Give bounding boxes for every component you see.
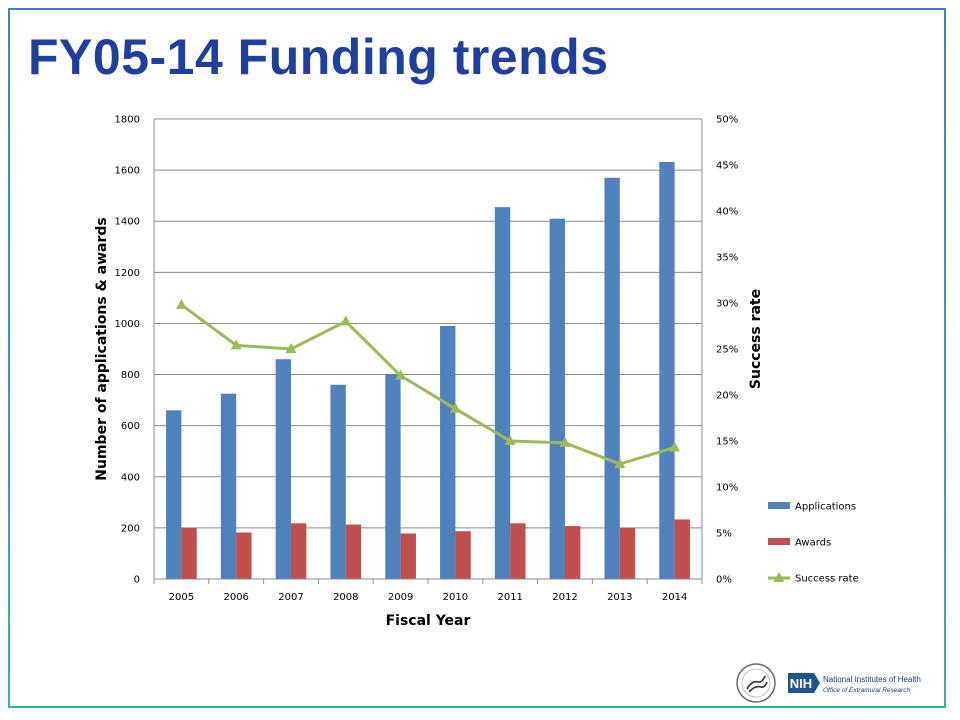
legend-label: Awards [795,538,831,549]
legend-label: Applications [795,502,856,513]
bar-applications [604,177,620,579]
bar-applications [330,384,346,579]
legend-swatch [768,538,790,545]
y2-tick-label: 25% [716,345,738,356]
bar-awards [455,531,471,579]
success-rate-marker [449,402,461,413]
y-tick-label: 1600 [115,166,140,177]
y2-tick-label: 50% [716,115,738,126]
bar-applications [220,393,237,579]
y-tick-label: 1000 [115,319,140,330]
success-rate-marker [285,343,297,353]
x-tick-label: 2005 [169,592,194,603]
y-tick-label: 600 [121,421,140,432]
bar-awards [236,532,252,579]
y2-tick-label: 5% [716,529,732,540]
legend-swatch [768,502,790,509]
x-tick-label: 2007 [278,592,303,603]
y2-tick-label: 35% [716,253,738,264]
x-tick-label: 2011 [497,592,522,603]
success-rate-line [175,298,681,468]
x-tick-label: 2009 [388,592,413,603]
hhs-seal-icon [736,663,776,703]
bar-applications [440,326,456,579]
x-tick-label: 2006 [223,592,248,603]
legend-label: Success rate [795,574,859,585]
y-tick-label: 800 [121,370,140,381]
y-tick-label: 1200 [115,268,140,279]
y-tick-label: 400 [121,472,140,483]
y2-tick-label: 0% [716,575,732,586]
y-tick-label: 1800 [115,115,140,126]
bar-applications [549,218,565,579]
bar-applications [494,207,511,579]
success-rate-marker [395,369,407,380]
x-tick-label: 2013 [607,592,632,603]
y2-tick-label: 30% [716,299,738,310]
axes [153,119,703,584]
bar-applications [275,359,291,579]
success-rate-marker [230,339,242,350]
axis-labels: 0 200 400 600 800 1000 1200 1400 1600 1800 0% 5% 10%… [94,115,764,630]
y2-tick-label: 15% [716,437,738,448]
y-axis-title: Number of applications & awards [94,217,110,480]
success-rate-marker [504,435,516,445]
x-axis-title: Fiscal Year [386,613,471,629]
x-tick-label: 2014 [662,592,687,603]
slide-frame [8,8,946,708]
bar-awards [291,523,307,579]
bar-awards [510,523,526,579]
bar-applications [659,161,675,579]
success-rate-marker [669,441,681,452]
x-tick-label: 2012 [552,592,577,603]
slide-title: FY05-14 Funding trends [28,29,609,85]
y2-tick-label: 40% [716,207,738,218]
bar-awards [619,527,636,579]
y-tick-label: 0 [134,575,140,586]
nih-abbrev: NIH [790,676,812,691]
bar-awards [345,524,362,579]
bar-applications [166,410,182,579]
success-rate-marker [614,458,626,468]
nih-org-name: National Institutes of Health [823,675,921,684]
nih-logo: NIH National Institutes of Health Office… [788,673,921,694]
y2-axis-title: Success rate [748,289,764,389]
y2-tick-label: 45% [716,161,738,172]
y-tick-label: 1400 [115,217,140,228]
y-tick-label: 200 [121,523,140,534]
success-rate-marker [340,315,352,326]
success-rate-marker [175,298,187,309]
x-tick-label: 2008 [333,592,358,603]
success-rate-marker [559,436,571,447]
legend-marker [773,572,785,582]
legend: Applications Awards Success rate [768,502,859,585]
bar-awards [674,519,690,579]
footer-logos: NIH National Institutes of Health Office… [736,663,921,703]
bar-awards [181,527,197,579]
bar-awards [400,533,416,579]
y2-tick-label: 20% [716,391,738,402]
nih-office-name: Office of Extramural Research [823,687,910,694]
y2-tick-label: 10% [716,483,738,494]
bar-awards [565,526,581,579]
x-tick-label: 2010 [443,592,468,603]
bar-applications [385,374,401,579]
success-rate-polyline [180,303,676,466]
bars [166,161,690,579]
